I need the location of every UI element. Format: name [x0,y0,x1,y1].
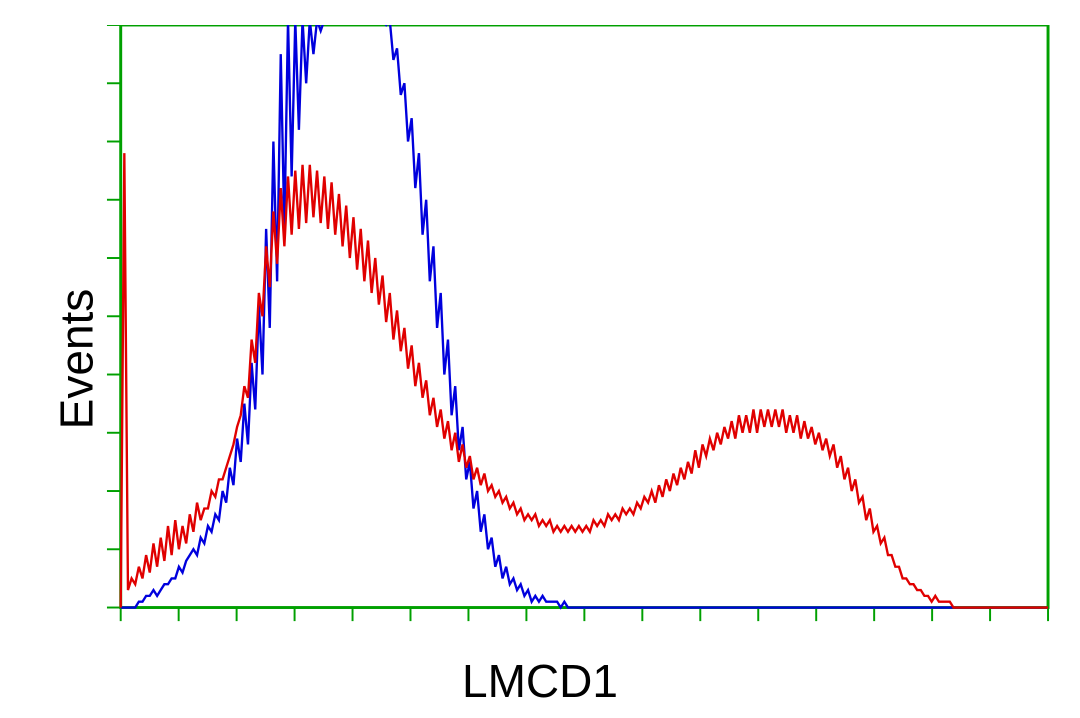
histogram-svg [105,25,1050,625]
x-axis-label: LMCD1 [462,654,618,708]
chart-container: Events LMCD1 [0,0,1080,718]
plot-area [105,25,1050,625]
y-axis-label: Events [49,289,103,430]
